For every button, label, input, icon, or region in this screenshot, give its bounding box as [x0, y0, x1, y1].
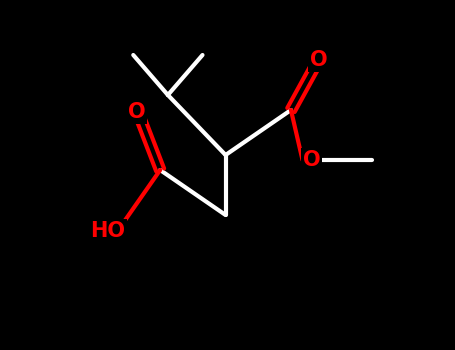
Text: HO: HO — [91, 221, 126, 241]
Text: O: O — [127, 102, 145, 122]
Text: O: O — [303, 150, 320, 170]
Text: O: O — [310, 50, 328, 70]
